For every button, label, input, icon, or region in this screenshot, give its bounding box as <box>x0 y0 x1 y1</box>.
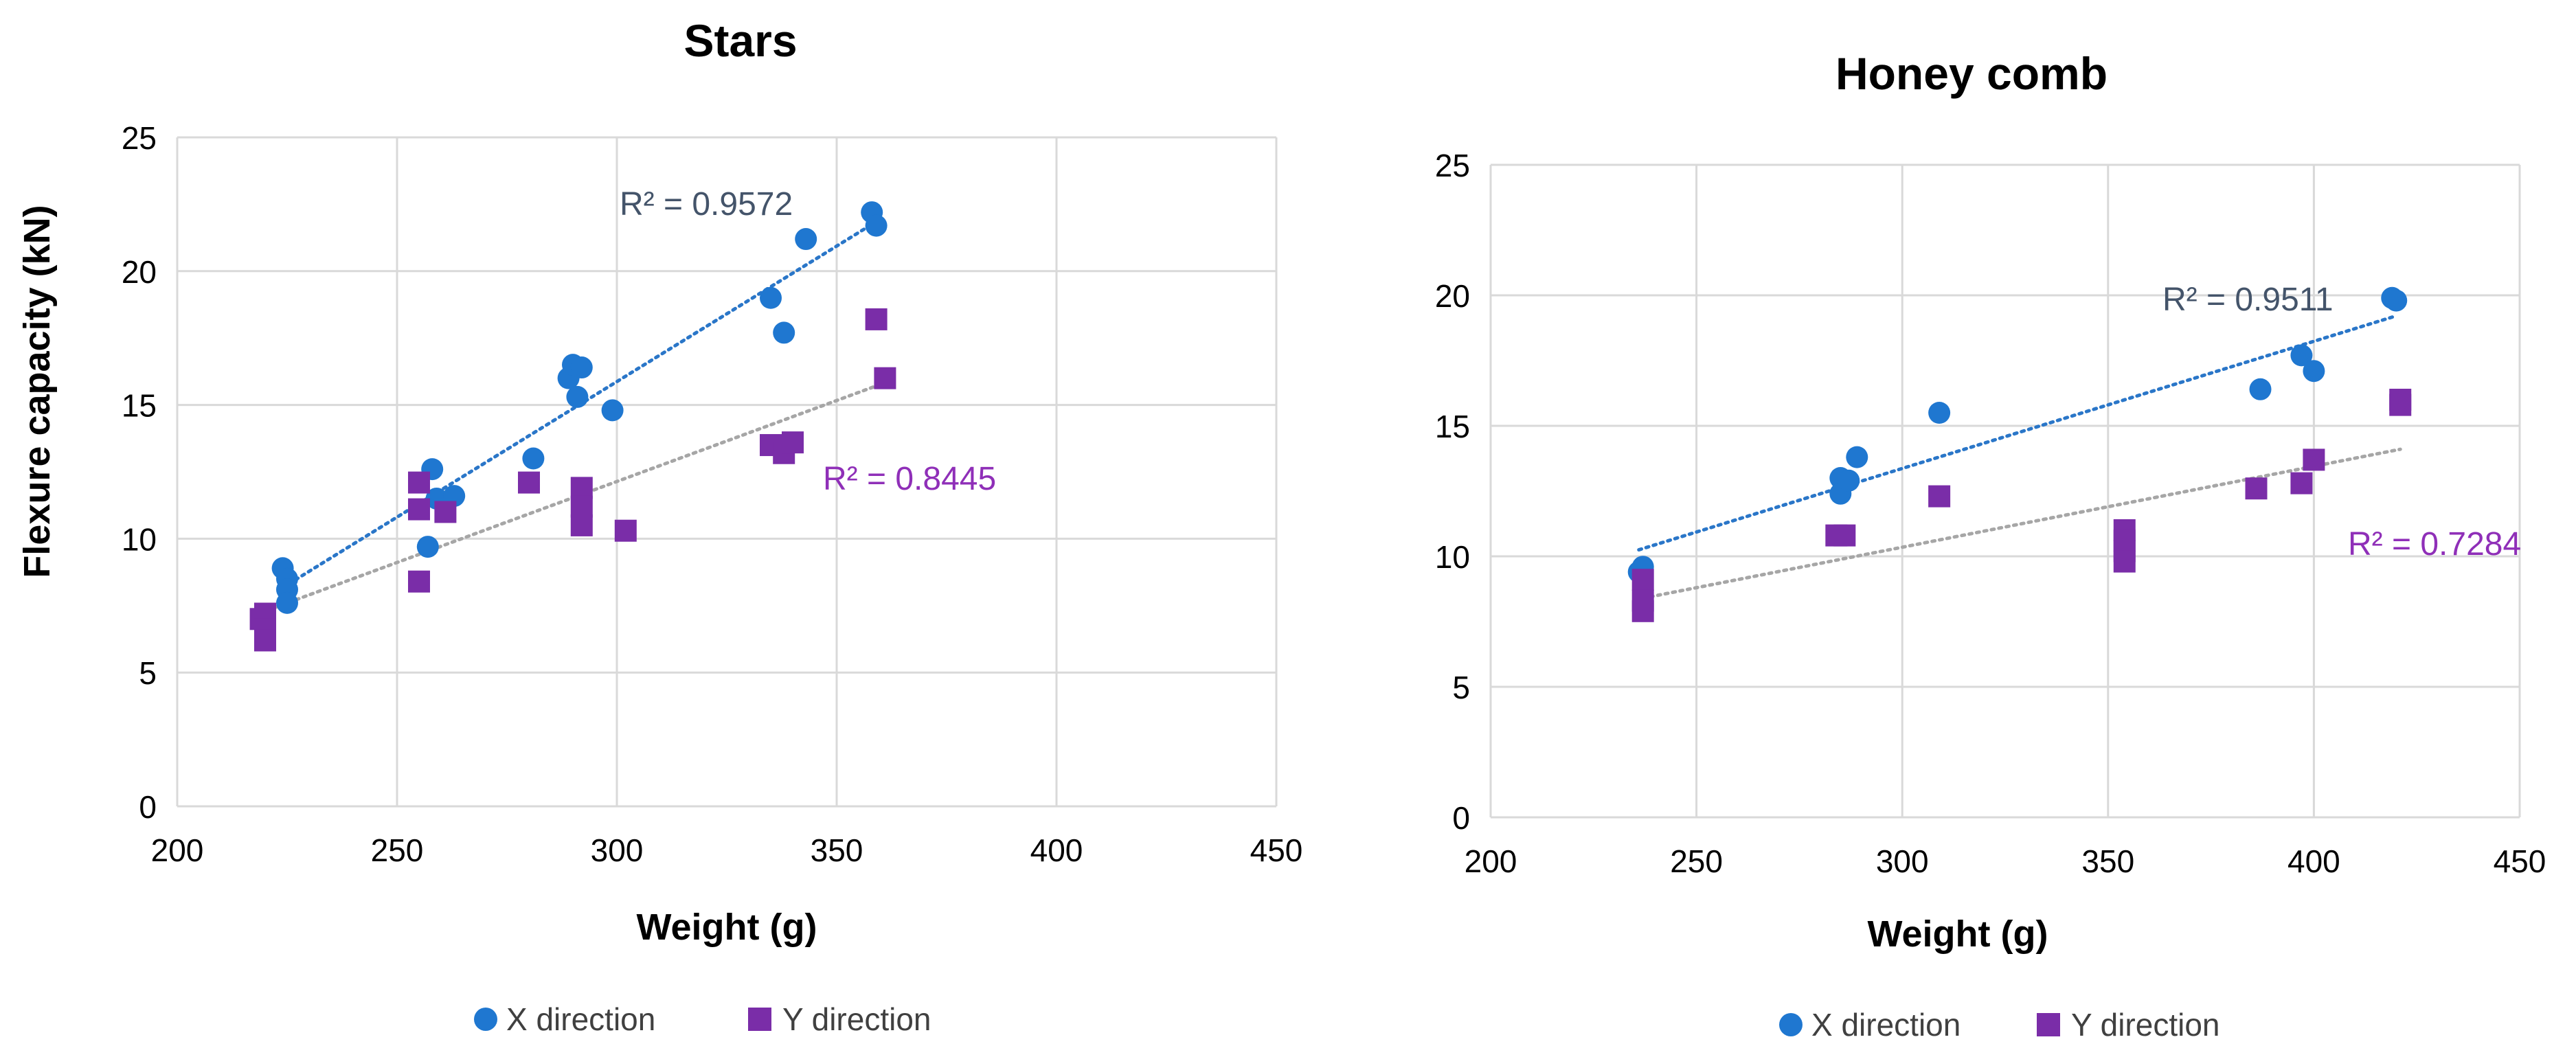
trendlines <box>1637 314 2402 600</box>
point-y-direction <box>570 514 593 536</box>
chart-title: Honey comb <box>1835 48 2108 99</box>
r2-label-y-direction: R² = 0.7284 <box>2348 526 2521 562</box>
y-tick-label: 0 <box>139 789 157 825</box>
point-x-direction <box>1928 402 1951 424</box>
legend: X direction Y direction <box>474 1001 931 1037</box>
point-x-direction <box>795 228 817 251</box>
point-y-direction <box>874 367 896 389</box>
point-x-direction <box>865 214 888 237</box>
point-x-direction <box>2303 360 2325 383</box>
y-tick-label: 25 <box>1435 148 1470 183</box>
y-tick-label: 20 <box>1435 278 1470 314</box>
legend-label-y-direction: Y direction <box>2071 1007 2220 1043</box>
x-tick-label: 250 <box>371 832 424 868</box>
point-x-direction <box>773 321 795 344</box>
x-tick-label: 200 <box>151 832 204 868</box>
legend: X direction Y direction <box>1779 1007 2220 1043</box>
point-x-direction <box>1838 469 1860 492</box>
y-tick-label: 10 <box>1435 539 1470 575</box>
trendline-y-direction <box>1641 447 2402 600</box>
point-y-direction <box>2290 472 2313 495</box>
trendlines <box>259 220 887 615</box>
legend-circle-marker-x <box>474 1008 497 1031</box>
point-x-direction <box>2290 344 2313 367</box>
point-y-direction <box>570 477 593 499</box>
x-tick-label: 200 <box>1465 843 1517 879</box>
x-axis-label: Weight (g) <box>1868 913 2048 955</box>
point-y-direction <box>1631 600 1654 622</box>
r2-label-y-direction: R² = 0.8445 <box>823 461 996 497</box>
legend-label-x-direction: X direction <box>1811 1007 1961 1043</box>
point-y-direction <box>518 471 540 494</box>
point-x-direction <box>522 447 545 470</box>
point-y-direction <box>434 501 457 523</box>
point-y-direction <box>1928 485 1951 508</box>
point-y-direction <box>570 495 593 518</box>
x-tick-label: 300 <box>591 832 644 868</box>
point-x-direction <box>2385 289 2408 312</box>
x-tick-label: 350 <box>2081 843 2134 879</box>
x-tick-label: 400 <box>1030 832 1083 868</box>
point-x-direction <box>601 399 624 422</box>
x-tick-label: 450 <box>2494 843 2546 879</box>
tick-labels: 0 5 10 15 20 25 200 250 300 350 400 450 <box>1435 148 2546 879</box>
r2-label-x-direction: R² = 0.9511 <box>2162 282 2334 318</box>
legend-square-marker-y <box>2037 1013 2060 1036</box>
trendline-x-direction <box>1637 314 2398 552</box>
point-x-direction <box>566 385 589 408</box>
point-y-direction <box>614 519 637 542</box>
y-tick-label: 10 <box>122 521 157 557</box>
point-y-direction <box>2389 394 2412 416</box>
point-y-direction <box>254 629 276 652</box>
point-y-direction <box>865 308 888 330</box>
point-x-direction <box>276 591 298 614</box>
point-x-direction <box>760 286 782 309</box>
chart-stars: Stars 0 5 10 15 20 25 200 250 300 350 400 450 Flexu… <box>16 15 1302 1037</box>
data-points <box>1627 286 2412 622</box>
x-tick-label: 400 <box>2287 843 2340 879</box>
x-tick-label: 350 <box>811 832 863 868</box>
point-y-direction <box>782 431 804 454</box>
point-x-direction <box>416 536 439 558</box>
y-tick-label: 15 <box>1435 409 1470 444</box>
r2-label-x-direction: R² = 0.9572 <box>620 186 793 223</box>
legend-circle-marker-x <box>1779 1013 1803 1036</box>
y-tick-label: 15 <box>122 388 157 424</box>
point-y-direction <box>1833 524 1856 547</box>
y-tick-label: 20 <box>122 254 157 290</box>
y-tick-label: 5 <box>1452 670 1470 705</box>
chart-title: Stars <box>683 15 797 66</box>
tick-labels: 0 5 10 15 20 25 200 250 300 350 400 450 <box>122 120 1303 868</box>
y-axis-label: Flexure capacity (kN) <box>16 205 58 578</box>
y-tick-label: 5 <box>139 655 157 691</box>
data-points <box>249 201 896 652</box>
point-y-direction <box>2245 477 2268 500</box>
legend-square-marker-y <box>748 1008 771 1031</box>
point-x-direction <box>2249 378 2272 400</box>
point-y-direction <box>2303 448 2325 471</box>
x-tick-label: 250 <box>1670 843 1723 879</box>
point-x-direction <box>1846 446 1868 468</box>
point-y-direction <box>408 498 430 521</box>
point-y-direction <box>408 570 430 593</box>
grid <box>176 136 1278 808</box>
point-y-direction <box>408 471 430 494</box>
grid <box>1489 163 2521 819</box>
point-x-direction <box>570 356 593 379</box>
y-tick-label: 0 <box>1452 800 1470 836</box>
y-tick-label: 25 <box>122 120 157 156</box>
legend-label-y-direction: Y direction <box>782 1001 931 1037</box>
point-y-direction <box>1631 569 1654 591</box>
legend-label-x-direction: X direction <box>506 1001 655 1037</box>
x-tick-label: 450 <box>1250 832 1303 868</box>
x-tick-label: 300 <box>1876 843 1929 879</box>
point-y-direction <box>2113 550 2136 573</box>
x-axis-label: Weight (g) <box>637 907 817 948</box>
